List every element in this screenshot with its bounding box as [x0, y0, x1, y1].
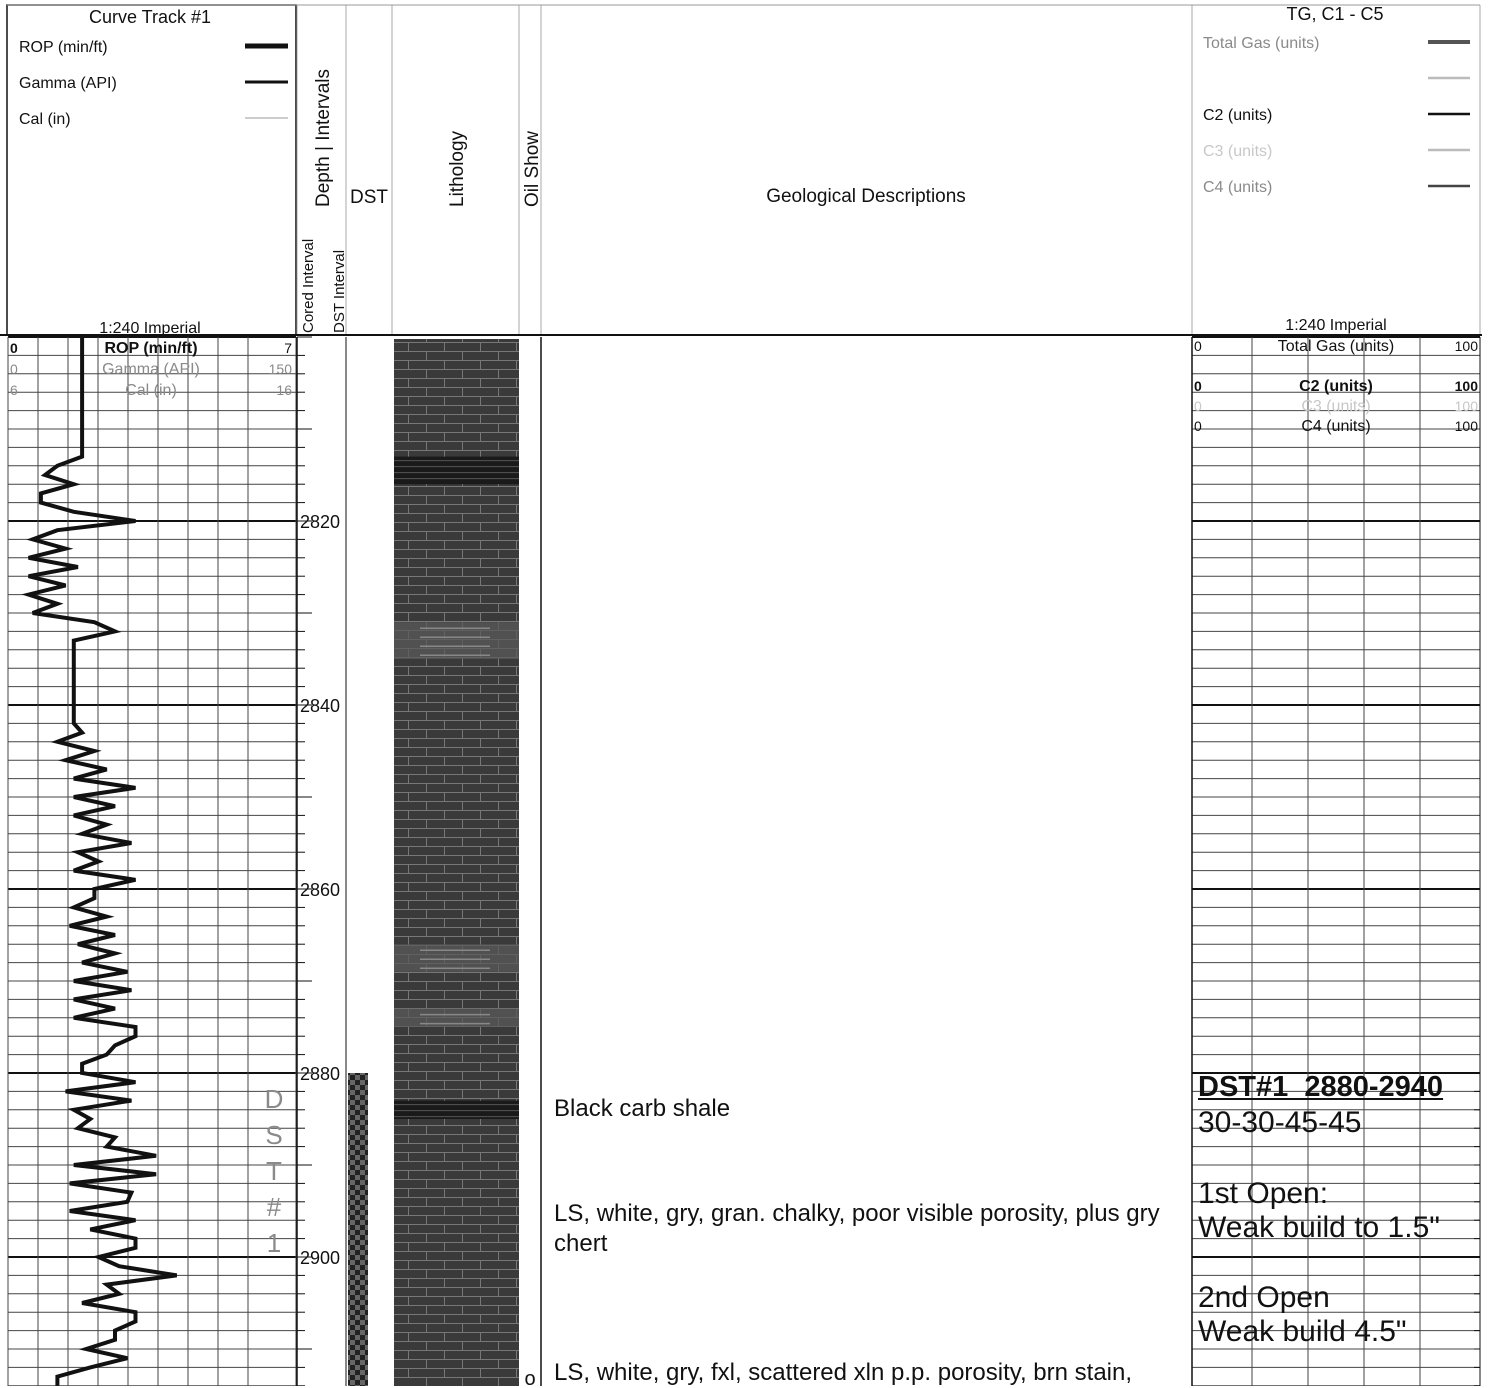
depth-label-2900: 2900	[300, 1248, 340, 1268]
depth-intervals-header: Depth | Intervals	[313, 69, 334, 207]
gas-scale-min: 0	[1194, 398, 1202, 414]
gas-legend-label: C4 (units)	[1203, 179, 1272, 196]
gas-scale-max: 100	[1455, 378, 1479, 394]
dst-notes-second-open-label: 2nd Open	[1198, 1281, 1330, 1314]
dst-notes-times: 30-30-45-45	[1198, 1106, 1362, 1139]
dst-notes-first-open-text: Weak build to 1.5"	[1198, 1211, 1440, 1244]
lithology-light-band	[394, 944, 519, 972]
log-grid: 2820 2840 2860 2880 2900	[7, 336, 1481, 1386]
gas-legend-label: C2 (units)	[1203, 107, 1272, 124]
curve-scale-name: Cal (in)	[125, 382, 177, 399]
depth-label-2820: 2820	[300, 512, 340, 532]
curve-scale-min: 6	[10, 382, 18, 398]
curve-track-scale: 1:240 Imperial	[99, 320, 200, 337]
description-black-carb-shale: Black carb shale	[554, 1095, 731, 1122]
curve-scales: 0 ROP (min/ft) 7 0 Gamma (API) 150 6 Cal (in) 16…	[10, 338, 1478, 435]
dst-vertical-label: 1	[267, 1228, 281, 1258]
lithology-light-band	[394, 1008, 519, 1027]
lithology-limestone	[394, 339, 519, 1386]
depth-label-2880: 2880	[300, 1064, 340, 1084]
curve-scale-name: ROP (min/ft)	[104, 340, 197, 357]
curve-scale-max: 150	[269, 361, 293, 377]
gas-scale-min: 0	[1194, 338, 1202, 354]
gas-scale-max: 100	[1455, 338, 1479, 354]
log-header: Curve Track #1 ROP (min/ft) Gamma (API) Cal…	[0, 4, 1482, 337]
dst-notes-second-open-text: Weak build 4.5"	[1198, 1315, 1407, 1348]
curve-scale-min: 0	[10, 340, 18, 356]
gas-scale-name: C2 (units)	[1299, 378, 1373, 395]
curve-legend-label: Cal (in)	[19, 111, 71, 128]
gas-scale-max: 100	[1455, 418, 1479, 434]
dst-vertical-label: T	[266, 1156, 282, 1186]
dst-vertical-label: D	[265, 1084, 284, 1114]
curve-scale-max: 16	[276, 382, 292, 398]
curve-legend-label: ROP (min/ft)	[19, 39, 108, 56]
rop-curve-group	[21, 337, 1480, 1386]
gas-legend-label: Total Gas (units)	[1203, 35, 1319, 52]
dst-interval-header: DST Interval	[331, 250, 348, 333]
lithology-shale-band	[394, 456, 519, 485]
dst-notes-first-open-label: 1st Open:	[1198, 1177, 1329, 1210]
gas-scale-max: 100	[1455, 398, 1479, 414]
dst-interval-track: DST #1	[265, 1073, 368, 1386]
lithology-header: Lithology	[447, 130, 468, 207]
rop-curve	[21, 337, 178, 1386]
curve-scale-max: 7	[284, 340, 292, 356]
geological-descriptions-header: Geological Descriptions	[766, 186, 966, 207]
cored-interval-header: Cored Interval	[300, 239, 317, 333]
curve-legend-label: Gamma (API)	[19, 75, 117, 92]
gas-scale-name: C3 (units)	[1301, 398, 1370, 415]
lithology-shale-band	[394, 1100, 519, 1119]
gas-track-title: TG, C1 - C5	[1286, 4, 1383, 24]
oil-show-marker: o	[524, 1368, 535, 1386]
gas-scale-min: 0	[1194, 418, 1202, 434]
oil-show-header: Oil Show	[522, 131, 543, 207]
curve-scale-name: Gamma (API)	[102, 361, 200, 378]
gas-scale-name: C4 (units)	[1301, 418, 1370, 435]
curve-scale-min: 0	[10, 361, 18, 377]
curve-track-title: Curve Track #1	[89, 7, 211, 27]
dst-column-header: DST	[350, 187, 388, 208]
gas-scale-name: Total Gas (units)	[1278, 338, 1394, 355]
description-ls-fxl: LS, white, gry, fxl, scattered xln p.p. …	[554, 1359, 1133, 1386]
depth-label-2840: 2840	[300, 696, 340, 716]
description-ls-gran-chalky: LS, white, gry, gran. chalky, poor visib…	[554, 1200, 1160, 1257]
gas-scale-min: 0	[1194, 378, 1202, 394]
dst-vertical-label: S	[265, 1120, 282, 1150]
gas-track-scale: 1:240 Imperial	[1285, 317, 1386, 334]
dst-vertical-label: #	[267, 1192, 282, 1222]
gas-legend-label: C3 (units)	[1203, 143, 1272, 160]
dst-notes-title: DST#1 2880-2940	[1198, 1071, 1444, 1103]
depth-label-2860: 2860	[300, 880, 340, 900]
dst-interval-bar	[348, 1073, 368, 1386]
lithology-track: o	[394, 339, 536, 1386]
